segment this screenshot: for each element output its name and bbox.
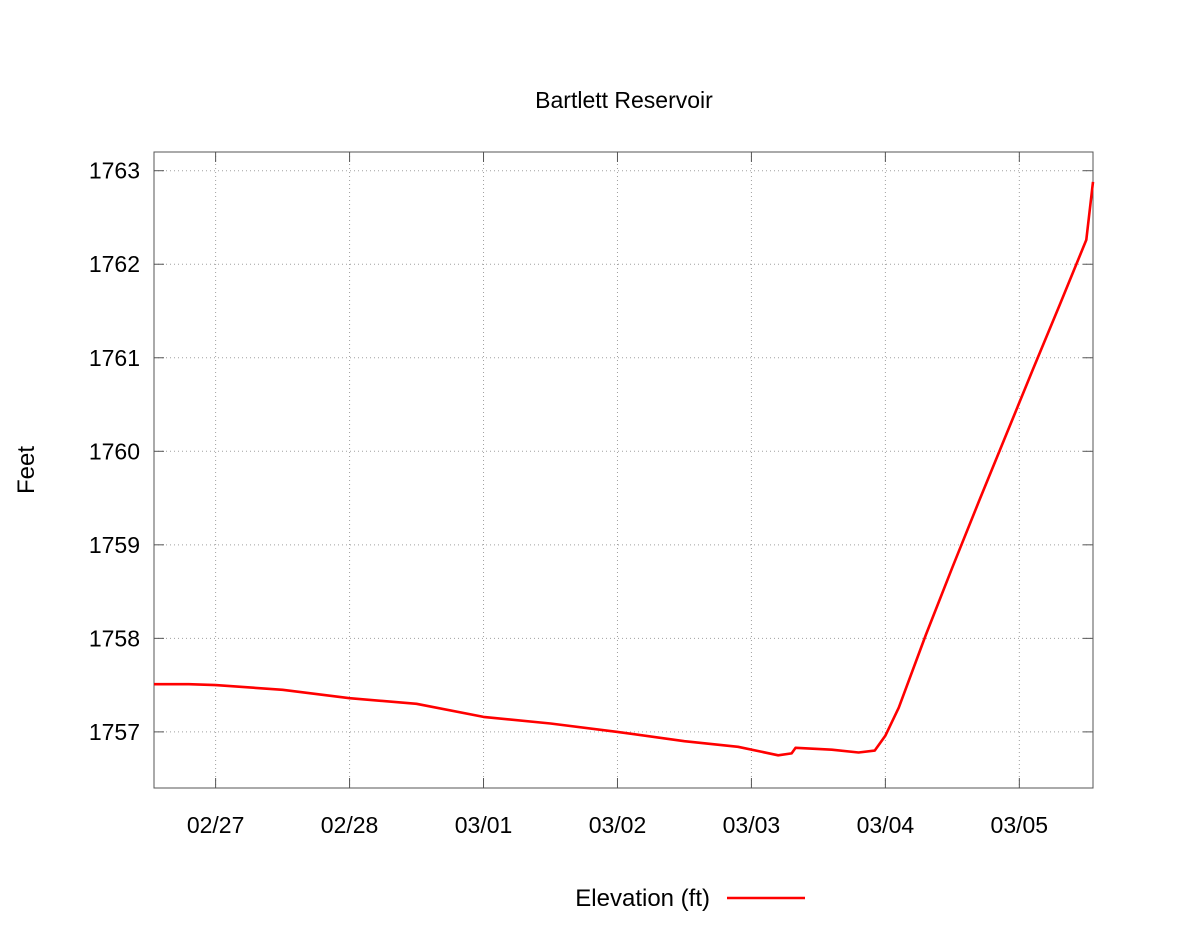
axis-ticks: 1757 1758 1759 1760 1761 1762 1763 02/27 02/28 03… [89, 152, 1093, 838]
y-tick-label: 1763 [89, 158, 140, 184]
x-tick-label: 03/01 [455, 812, 513, 838]
legend: Elevation (ft) [575, 885, 805, 912]
x-tick-label: 02/28 [321, 812, 379, 838]
x-tick-label: 02/27 [187, 812, 245, 838]
x-tick-label: 03/02 [589, 812, 647, 838]
y-tick-label: 1757 [89, 719, 140, 745]
chart-title: Bartlett Reservoir [535, 87, 713, 113]
plot-frame [153, 151, 1094, 789]
y-tick-label: 1761 [89, 345, 140, 371]
y-tick-label: 1760 [89, 438, 140, 464]
y-axis-label: Feet [13, 446, 40, 494]
x-tick-label: 03/03 [723, 812, 781, 838]
y-tick-label: 1759 [89, 532, 140, 558]
x-tick-label: 03/05 [991, 812, 1049, 838]
x-tick-label: 03/04 [857, 812, 915, 838]
grid [154, 152, 1093, 788]
legend-label: Elevation (ft) [575, 885, 710, 912]
y-tick-label: 1758 [89, 625, 140, 651]
y-tick-label: 1762 [89, 251, 140, 277]
series-line-elevation [154, 181, 1095, 757]
